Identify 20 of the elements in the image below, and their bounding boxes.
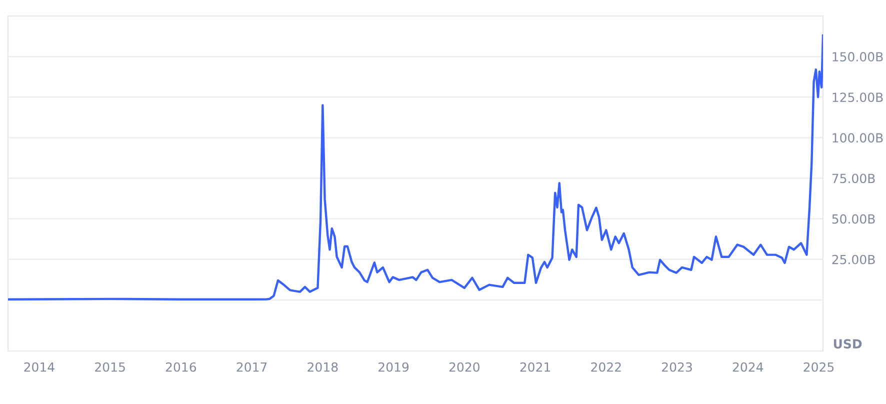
x-tick-label: 2023: [662, 362, 692, 372]
text: USD: [834, 339, 862, 349]
x-tick-label: 2021: [520, 362, 550, 372]
x-tick-label: 2022: [591, 362, 621, 372]
y-tick-label: 125.00B: [832, 92, 883, 102]
y-tick-label: 25.00B: [832, 254, 875, 264]
x-tick-label: 2017: [236, 362, 267, 372]
x-tick-label: 2019: [378, 362, 409, 372]
x-tick-label: 2020: [449, 362, 480, 372]
x-tick-label: 2018: [308, 362, 338, 372]
x-tick-label: 2014: [24, 362, 54, 372]
line-series: [8, 34, 823, 301]
y-tick-label: 50.00B: [832, 214, 875, 224]
x-tick-label: 2016: [166, 362, 196, 372]
x-tick-label: 2025: [804, 362, 834, 372]
y-tick-label: 100.00B: [832, 133, 883, 143]
x-tick-label: 2024: [732, 362, 764, 372]
y-tick-label: 75.00B: [832, 174, 875, 184]
x-tick-label: 2015: [95, 362, 125, 372]
y-tick-label: 150.00B: [832, 52, 883, 62]
